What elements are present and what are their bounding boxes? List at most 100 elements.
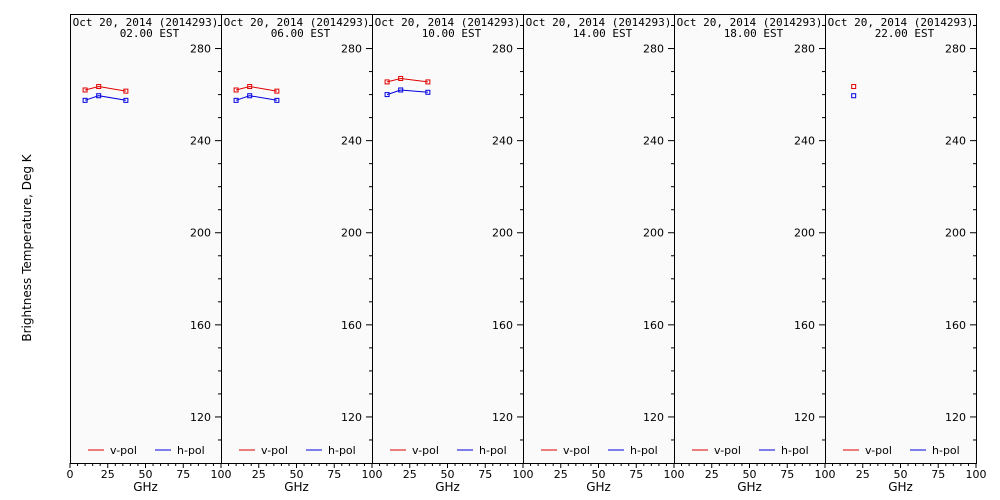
series-line-h-pol bbox=[386, 89, 428, 96]
data-point-h-pol bbox=[274, 97, 280, 103]
y-tick-label: 160 bbox=[794, 319, 815, 332]
panel-5: Oct 20, 2014 (2014293)18.00 EST 120 160 200… bbox=[673, 14, 836, 494]
panel-frame bbox=[523, 14, 675, 464]
x-tick-label: 100 bbox=[664, 468, 685, 481]
legend-label-h-pol: h-pol bbox=[177, 444, 205, 457]
panel-title: Oct 20, 2014 (2014293) bbox=[677, 16, 823, 29]
y-tick-label: 200 bbox=[190, 227, 211, 240]
x-axis-label: GHz bbox=[284, 480, 309, 494]
x-axis-label: GHz bbox=[888, 480, 913, 494]
panel-subtitle: 22.00 EST bbox=[875, 27, 935, 40]
x-tick-label: 50 bbox=[743, 468, 757, 481]
legend-label-v-pol: v-pol bbox=[865, 444, 892, 457]
legend-label-h-pol: h-pol bbox=[932, 444, 960, 457]
y-tick-label: 240 bbox=[643, 135, 664, 148]
y-tick-label: 280 bbox=[341, 43, 362, 56]
data-point-v-pol bbox=[247, 84, 253, 90]
y-tick-label: 280 bbox=[643, 43, 664, 56]
legend-label-h-pol: h-pol bbox=[328, 444, 356, 457]
data-point-h-pol bbox=[247, 93, 253, 99]
panel-frame bbox=[70, 14, 222, 464]
x-axis-label: GHz bbox=[133, 480, 158, 494]
panel-6: Oct 20, 2014 (2014293)22.00 EST 120 160 200… bbox=[824, 14, 987, 494]
x-tick-label: 100 bbox=[513, 468, 534, 481]
x-tick-label: 25 bbox=[554, 468, 568, 481]
x-tick-label: 25 bbox=[856, 468, 870, 481]
y-tick-label: 160 bbox=[492, 319, 513, 332]
legend-label-v-pol: v-pol bbox=[412, 444, 439, 457]
y-tick-label: 120 bbox=[492, 411, 513, 424]
y-tick-label: 240 bbox=[341, 135, 362, 148]
y-tick-label: 200 bbox=[945, 227, 966, 240]
x-tick-label: 100 bbox=[211, 468, 232, 481]
panel-frame bbox=[372, 14, 524, 464]
x-tick-label: 25 bbox=[101, 468, 115, 481]
panel-frame bbox=[674, 14, 826, 464]
panel-title: Oct 20, 2014 (2014293) bbox=[224, 16, 370, 29]
panel-1: Oct 20, 2014 (2014293)02.00 EST 120 160 200… bbox=[67, 14, 232, 494]
data-point-h-pol bbox=[96, 93, 102, 99]
y-tick-label: 240 bbox=[794, 135, 815, 148]
series-line-v-pol bbox=[235, 85, 277, 92]
data-point-v-pol bbox=[96, 84, 102, 90]
y-tick-label: 280 bbox=[190, 43, 211, 56]
data-point-v-pol bbox=[274, 88, 280, 94]
panel-subtitle: 10.00 EST bbox=[422, 27, 482, 40]
series-line-h-pol bbox=[84, 95, 126, 101]
y-tick-label: 200 bbox=[341, 227, 362, 240]
legend-label-h-pol: h-pol bbox=[781, 444, 809, 457]
data-point-h-pol bbox=[851, 93, 857, 99]
panel-title: Oct 20, 2014 (2014293) bbox=[375, 16, 521, 29]
y-tick-label: 280 bbox=[945, 43, 966, 56]
x-tick-label: 75 bbox=[478, 468, 492, 481]
legend-label-v-pol: v-pol bbox=[110, 444, 137, 457]
panel-4: Oct 20, 2014 (2014293)14.00 EST 120 160 200… bbox=[522, 14, 685, 494]
x-tick-label: 100 bbox=[815, 468, 836, 481]
panel-title: Oct 20, 2014 (2014293) bbox=[526, 16, 672, 29]
x-tick-label: 75 bbox=[931, 468, 945, 481]
x-axis-label: GHz bbox=[586, 480, 611, 494]
data-point-v-pol bbox=[425, 79, 431, 85]
data-point-v-pol bbox=[851, 84, 857, 90]
data-point-v-pol bbox=[384, 79, 390, 85]
y-tick-label: 200 bbox=[643, 227, 664, 240]
series-line-v-pol bbox=[84, 85, 126, 92]
y-tick-label: 280 bbox=[492, 43, 513, 56]
panel-title: Oct 20, 2014 (2014293) bbox=[828, 16, 974, 29]
y-tick-label: 120 bbox=[945, 411, 966, 424]
legend-label-v-pol: v-pol bbox=[714, 444, 741, 457]
x-tick-label: 50 bbox=[894, 468, 908, 481]
x-axis-label: GHz bbox=[435, 480, 460, 494]
x-axis-label: GHz bbox=[737, 480, 762, 494]
x-tick-label: 75 bbox=[327, 468, 341, 481]
x-tick-label: 50 bbox=[592, 468, 606, 481]
x-tick-label: 25 bbox=[705, 468, 719, 481]
x-tick-label: 100 bbox=[966, 468, 987, 481]
data-point-h-pol bbox=[82, 97, 88, 103]
y-tick-label: 160 bbox=[341, 319, 362, 332]
y-tick-label: 120 bbox=[190, 411, 211, 424]
panel-subtitle: 18.00 EST bbox=[724, 27, 784, 40]
data-point-h-pol bbox=[233, 97, 239, 103]
panel-subtitle: 14.00 EST bbox=[573, 27, 633, 40]
panel-title: Oct 20, 2014 (2014293) bbox=[73, 16, 219, 29]
panel-subtitle: 06.00 EST bbox=[271, 27, 331, 40]
panels: Oct 20, 2014 (2014293)02.00 EST120160200… bbox=[67, 14, 987, 494]
y-tick-label: 240 bbox=[945, 135, 966, 148]
data-point-h-pol bbox=[398, 87, 404, 93]
data-point-h-pol bbox=[425, 89, 431, 95]
data-point-v-pol bbox=[233, 87, 239, 93]
x-tick-label: 75 bbox=[780, 468, 794, 481]
x-tick-label: 50 bbox=[441, 468, 455, 481]
panel-frame bbox=[221, 14, 373, 464]
series-line-v-pol bbox=[386, 77, 428, 83]
panel-2: Oct 20, 2014 (2014293)06.00 EST 120 160 200… bbox=[220, 14, 383, 494]
x-tick-label: 75 bbox=[176, 468, 190, 481]
y-tick-label: 120 bbox=[794, 411, 815, 424]
data-point-h-pol bbox=[123, 97, 129, 103]
legend-label-v-pol: v-pol bbox=[261, 444, 288, 457]
y-tick-label: 160 bbox=[643, 319, 664, 332]
data-point-v-pol bbox=[398, 75, 404, 81]
y-axis-label: Brightness Temperature, Deg K bbox=[20, 153, 34, 341]
x-tick-label: 50 bbox=[290, 468, 304, 481]
